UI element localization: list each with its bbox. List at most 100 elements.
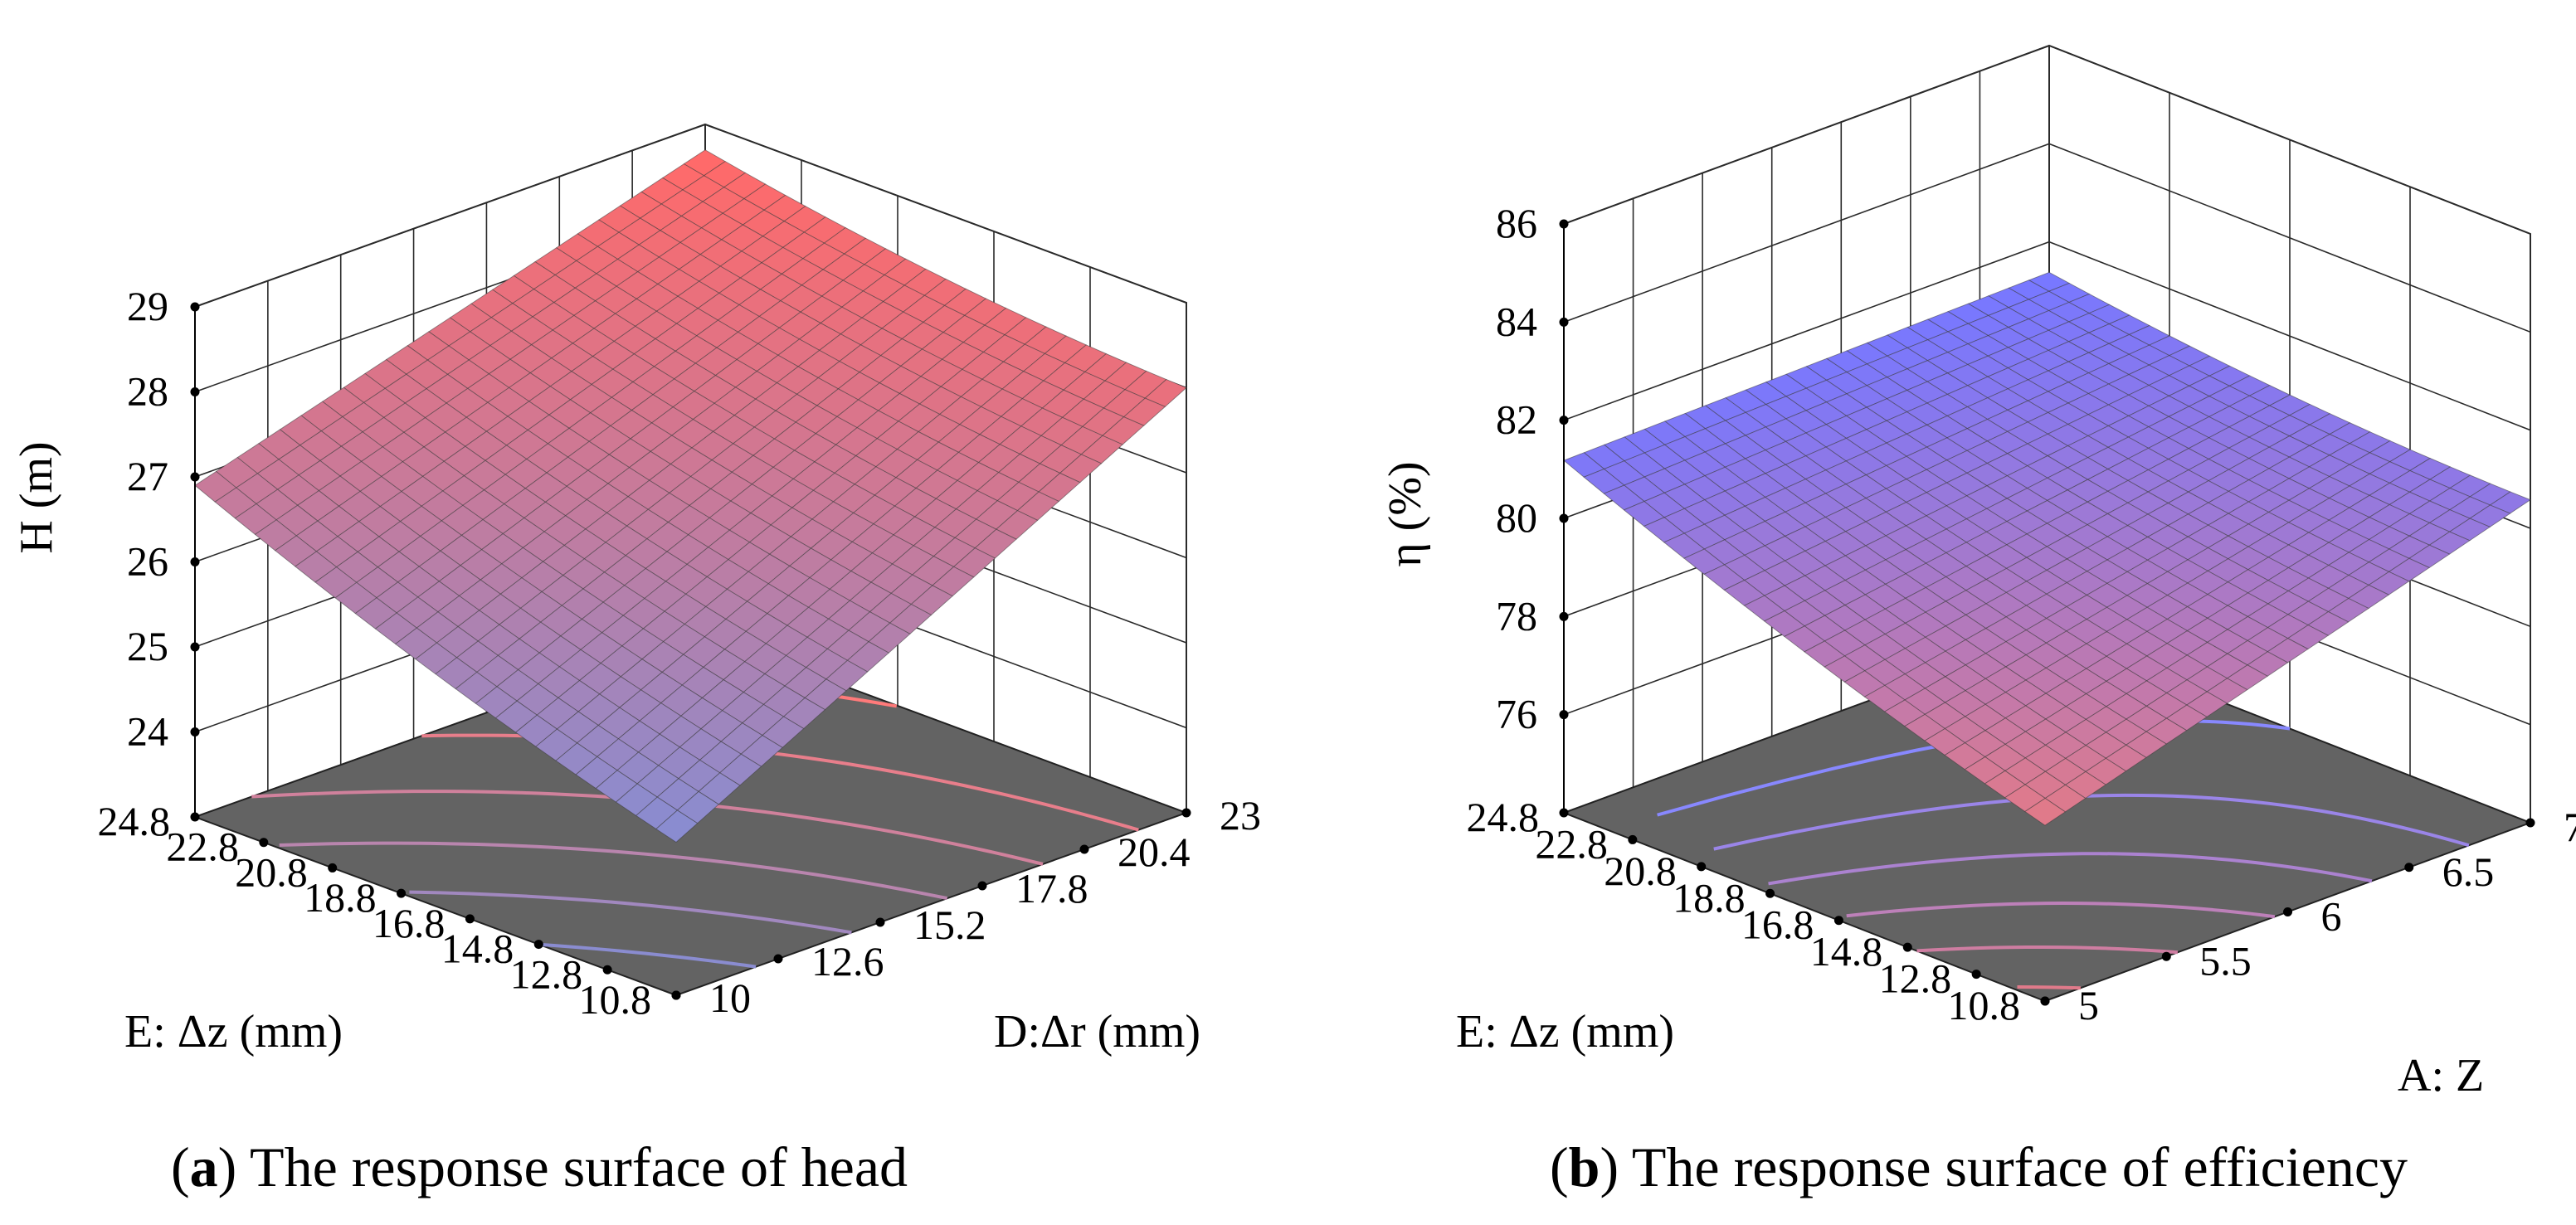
a-y-tick-label: 17.8 (1015, 865, 1088, 911)
a-y-tick-dot (977, 881, 987, 891)
b-z-tick-dot (1559, 219, 1569, 229)
b-z-tick-label: 80 (1496, 494, 1537, 541)
b-y-tick-dot (2404, 863, 2414, 873)
a-x-tick-dot (533, 940, 543, 950)
a-z-tick-label: 27 (127, 453, 168, 499)
b-contour-line (1846, 902, 2276, 919)
a-z-tick-label: 25 (127, 623, 168, 669)
b-x-tick-label: 18.8 (1673, 874, 1746, 921)
b-z-tick-label: 76 (1496, 691, 1537, 737)
a-z-tick-label: 26 (127, 538, 168, 585)
a-y-tick-label: 12.6 (811, 938, 884, 984)
a-y-tick-label: 20.4 (1118, 829, 1191, 875)
panel-a: 24 25 26 27 28 29 24.822.820.818.816.814.812.8… (11, 123, 1262, 1198)
b-x-tick-label: 10.8 (1948, 982, 2021, 1028)
a-z-tick-dot (190, 557, 200, 566)
panel-b: 76788082848624.822.820.818.816.814.812.8… (1380, 44, 2576, 1198)
b-caption: (b) The response surface of efficiency (1550, 1135, 2408, 1198)
b-wall-gridline-h (1563, 241, 2531, 431)
b-x-tick-dot (1765, 888, 1775, 898)
a-y-tick-dot (1079, 844, 1089, 854)
a-wall-gridline-h (194, 124, 1187, 308)
b-z-tick-label: 84 (1496, 298, 1537, 344)
b-y-tick-label: 6.5 (2442, 848, 2495, 895)
b-contour-line (2017, 984, 2081, 990)
a-surface-patch (655, 809, 699, 843)
a-x-tick-label: 18.8 (304, 874, 377, 921)
a-x-tick-label: 16.8 (373, 900, 446, 946)
b-axes: 76788082848624.822.820.818.816.814.812.8… (1467, 200, 2576, 1028)
b-z-tick-dot (1559, 710, 1569, 720)
b-x-tick-dot (1971, 970, 1981, 980)
a-y-tick-label: 15.2 (913, 902, 986, 948)
b-y-tick-dot (2040, 996, 2050, 1006)
b-z-tick-dot (1559, 611, 1569, 621)
a-y-tick-dot (671, 990, 681, 1000)
b-x-tick-label: 20.8 (1604, 848, 1677, 894)
b-x-tick-label: 24.8 (1467, 794, 1540, 840)
b-x-tick-label: 16.8 (1741, 902, 1814, 948)
b-z-tick-dot (1559, 416, 1569, 425)
b-z-tick-label: 78 (1496, 592, 1537, 639)
a-x-tick-label: 14.8 (441, 926, 514, 972)
a-x-tick-dot (259, 838, 269, 848)
a-caption: (a) The response surface of head (171, 1135, 908, 1198)
b-wall-gridline-h (1563, 45, 2531, 235)
b-surface (1563, 271, 2531, 826)
a-y-tick-label: 10 (709, 975, 751, 1021)
a-z-tick-dot (190, 387, 200, 396)
b-y-tick-label: 5.5 (2199, 937, 2252, 984)
b-y-tick-label: 7 (2564, 804, 2576, 850)
a-z-tick-dot (190, 727, 200, 736)
a-z-tick-dot (190, 302, 200, 312)
b-y-tick-label: 6 (2321, 893, 2342, 940)
b-y-axis-label: A: Z (2398, 1050, 2484, 1101)
b-y-tick-dot (2283, 907, 2292, 916)
b-x-tick-label: 22.8 (1535, 820, 1608, 867)
a-z-axis-label: H (m) (11, 441, 62, 553)
b-z-tick-dot (1559, 513, 1569, 523)
a-z-tick-label: 28 (127, 368, 168, 415)
b-x-tick-dot (1697, 862, 1707, 872)
a-z-tick-label: 29 (127, 283, 168, 329)
a-x-tick-label: 20.8 (235, 848, 308, 895)
b-caption-label: b (1569, 1135, 1600, 1198)
b-y-tick-label: 5 (2078, 982, 2099, 1028)
a-y-tick-dot (1181, 808, 1191, 818)
a-y-tick-dot (875, 917, 885, 927)
a-x-tick-label: 22.8 (166, 824, 239, 870)
b-surface-patch (2024, 797, 2067, 826)
a-z-tick-dot (190, 642, 200, 652)
b-z-axis-label: η (%) (1380, 461, 1431, 566)
a-z-tick-label: 24 (127, 708, 168, 755)
a-contour-line (279, 841, 948, 901)
a-y-tick-label: 23 (1220, 792, 1261, 839)
a-y-tick-dot (773, 954, 783, 964)
a-x-tick-label: 24.8 (98, 798, 171, 844)
a-x-tick-dot (190, 812, 200, 822)
a-z-tick-dot (190, 472, 200, 482)
a-x-tick-dot (465, 914, 475, 924)
b-y-tick-dot (2525, 818, 2535, 828)
b-x-tick-dot (1833, 916, 1843, 926)
a-x-axis-label: E: Δz (mm) (124, 1006, 343, 1057)
b-contour-line (1916, 945, 2179, 955)
b-wall-gridline-h (1563, 143, 2531, 333)
a-caption-label: a (190, 1135, 218, 1198)
b-z-tick-label: 82 (1496, 396, 1537, 443)
a-caption-text: The response surface of head (250, 1135, 908, 1198)
b-z-tick-dot (1559, 317, 1569, 327)
a-x-tick-label: 10.8 (579, 976, 652, 1023)
b-caption-text: The response surface of efficiency (1632, 1135, 2408, 1198)
b-x-tick-dot (1902, 942, 1912, 952)
b-z-tick-label: 86 (1496, 200, 1537, 246)
b-contour-line (1713, 793, 2470, 851)
b-contour-line (1768, 852, 2373, 886)
a-x-tick-label: 12.8 (510, 950, 583, 997)
a-x-tick-dot (602, 965, 612, 975)
a-axes: 24 25 26 27 28 29 24.822.820.818.816.814.812.8… (98, 283, 1262, 1023)
b-x-axis-label: E: Δz (mm) (1456, 1006, 1674, 1057)
b-x-tick-label: 12.8 (1879, 955, 1952, 1002)
a-x-tick-dot (397, 888, 407, 898)
